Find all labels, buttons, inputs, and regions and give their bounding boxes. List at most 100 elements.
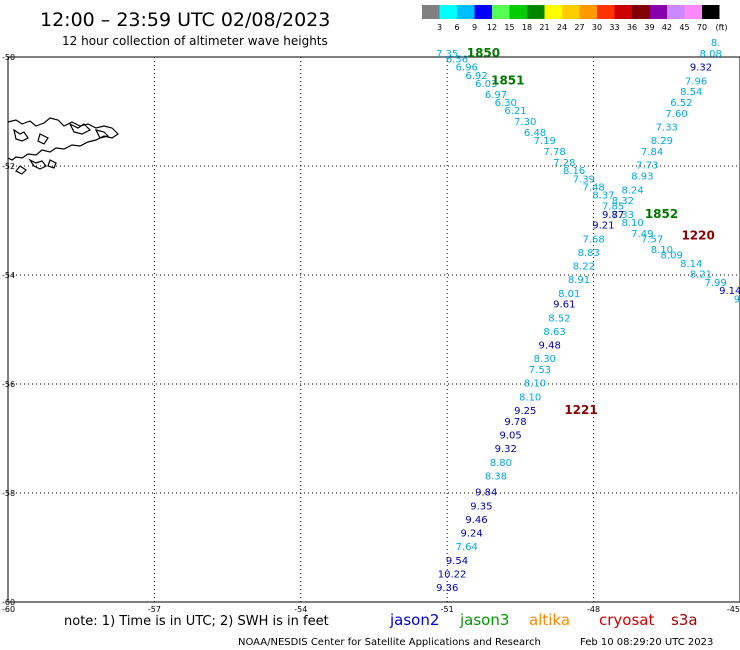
satellite-legend: jason2 jason3 altika cryosat s3a: [389, 611, 698, 629]
timestamp-text: Feb 10 08:29:20 UTC 2023: [580, 637, 713, 648]
colorbar-label: 6: [454, 23, 459, 32]
colorbar-label: 30: [592, 23, 602, 32]
colorbar-label: 70: [697, 23, 707, 32]
wave-height-value: 6.56: [446, 54, 468, 65]
wave-height-value: 8.91: [568, 275, 590, 286]
colorbar-swatch: [474, 5, 492, 19]
pass-number-label: 1850: [467, 46, 500, 60]
colorbar-swatch: [457, 5, 475, 19]
satellite-name-s3a: s3a: [671, 611, 698, 629]
colorbar-swatch: [702, 5, 720, 19]
wave-height-value: 8.16: [563, 166, 585, 177]
wave-height-value: 7.35: [436, 49, 458, 60]
satellite-name-jason2: jason2: [389, 611, 439, 629]
wave-height-value: 6.96: [456, 63, 478, 74]
wave-height-value: 9.14: [719, 286, 740, 297]
colorbar-swatch: [597, 5, 615, 19]
wave-height-value: 8.08: [700, 49, 722, 60]
wave-height-value: 9.35: [470, 501, 492, 512]
wave-height-value: 8.01: [558, 289, 580, 300]
wave-height-value: 8.10: [524, 379, 546, 390]
longitude-label: -51: [441, 605, 454, 614]
wave-height-value: 7.84: [641, 147, 663, 158]
colorbar-label: 12: [487, 23, 497, 32]
wave-height-value: 7.60: [665, 109, 687, 120]
pass-number-label: 1220: [681, 229, 714, 243]
map-title: 12:00 – 23:59 UTC 02/08/2023: [40, 9, 330, 31]
latitude-label: -54: [2, 271, 15, 280]
colorbar-swatch: [632, 5, 650, 19]
wave-height-value: 7.53: [529, 365, 551, 376]
wave-height-value: 7.49: [631, 229, 653, 240]
colorbar-label: 3: [437, 23, 442, 32]
wave-height-value: 8.52: [548, 313, 570, 324]
wave-height-value: 8.54: [680, 87, 702, 98]
wave-height-value: 6.52: [670, 98, 692, 109]
wave-height-value: 7.78: [543, 147, 565, 158]
wave-height-value: 7.64: [456, 542, 478, 553]
wave-height-value: 8.32: [612, 196, 634, 207]
longitude-label: -54: [294, 605, 307, 614]
wave-height-value: 9.54: [446, 556, 468, 567]
colorbar-label: (ft): [715, 23, 727, 32]
wave-height-value: 7.96: [685, 76, 707, 87]
colorbar-swatch: [509, 5, 527, 19]
pass-number-label: 1221: [564, 403, 597, 417]
wave-height-value: 7.19: [534, 136, 556, 147]
wave-height-value: 6.92: [465, 71, 487, 82]
wave-height-value: 9.84: [475, 488, 497, 499]
wave-height-value: 9.15: [734, 294, 740, 305]
wave-height-value: 9.87: [602, 210, 624, 221]
altimeter-tracks: 7.356.566.966.926.036.976.306.217.306.48…: [436, 38, 740, 594]
wave-height-value: 8.83: [578, 248, 600, 259]
footnote: note: 1) Time is in UTC; 2) SWH is in fe…: [64, 614, 329, 629]
colorbar-swatch: [667, 5, 685, 19]
wave-height-value: 8.30: [534, 354, 556, 365]
colorbar-label: 24: [557, 23, 567, 32]
wave-height-value: 8.37: [592, 191, 614, 202]
satellite-name-cryosat: cryosat: [599, 611, 654, 629]
colorbar-swatch: [439, 5, 457, 19]
longitude-label: -57: [148, 605, 161, 614]
satellite-name-altika: altika: [529, 611, 570, 629]
colorbar-label: 39: [644, 23, 654, 32]
colorbar-swatch: [684, 5, 702, 19]
wave-height-value: 9.25: [514, 406, 536, 417]
wave-height-value: 9.21: [592, 221, 614, 232]
wave-height-value: 6.03: [475, 79, 497, 90]
wave-height-value: 7.57: [641, 234, 663, 245]
colorbar-swatch: [544, 5, 562, 19]
wave-height-value: 9.32: [495, 444, 517, 455]
colorbar-label: 18: [522, 23, 532, 32]
latitude-label: -50: [2, 53, 15, 62]
wave-height-value: 9.46: [465, 515, 487, 526]
wave-height-value: 6.97: [485, 90, 507, 101]
wave-height-value: 7.28: [553, 158, 575, 169]
satellite-name-jason3: jason3: [459, 611, 509, 629]
colorbar-label: 27: [574, 23, 584, 32]
wave-height-value: 8.80: [490, 458, 512, 469]
wave-height-value: 8.24: [622, 185, 644, 196]
axis-tick-labels: -50 -52 -54 -56 -58 -60-60 -57 -54 -51 -48 -45: [2, 53, 740, 614]
map-frame: [7, 56, 740, 603]
colorbar-label: 45: [679, 23, 689, 32]
wave-height-value: 8.: [711, 38, 721, 49]
colorbar-swatch: [614, 5, 632, 19]
wave-height-value: 6.30: [495, 98, 517, 109]
colorbar-label: 42: [662, 23, 672, 32]
wave-height-value: 8.63: [543, 327, 565, 338]
colorbar-legend: 3 6 9 12 15 18 21 24 27 30 33 36 39 42 45 70 (ft): [422, 5, 728, 32]
wave-height-value: 8.21: [690, 270, 712, 281]
wave-height-value: 8.09: [661, 251, 683, 262]
wave-height-value: 7.99: [704, 278, 726, 289]
wave-height-value: 7.85: [602, 202, 624, 213]
colorbar-label: 36: [627, 23, 637, 32]
wave-height-value: 7.33: [612, 210, 634, 221]
wave-height-value: 9.48: [539, 341, 561, 352]
wave-height-value: 7.73: [636, 161, 658, 172]
wave-height-value: 9.61: [553, 300, 575, 311]
wave-height-value: 8.10: [622, 218, 644, 229]
wave-height-value: 7.68: [582, 234, 604, 245]
latitude-label: -52: [2, 162, 15, 171]
